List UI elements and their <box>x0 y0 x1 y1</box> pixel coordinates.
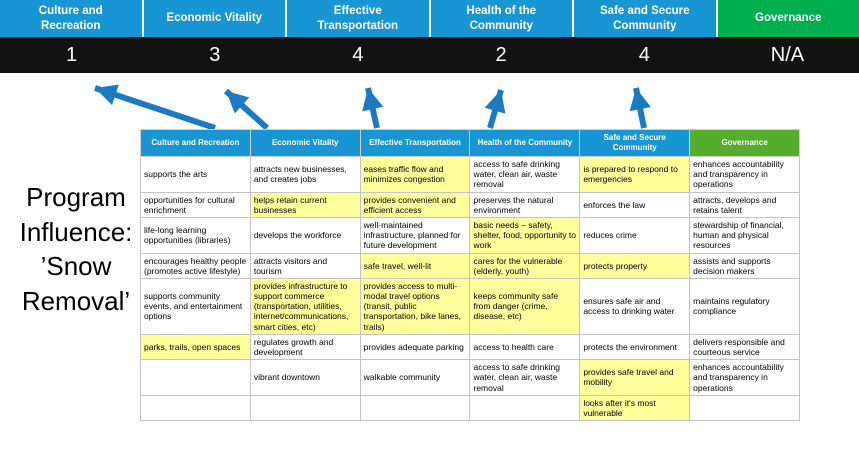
matrix-cell-r3-c3: well-maintained infrastructure, planned … <box>359 216 471 254</box>
matrix-row-7: vibrant downtown walkable community access… <box>140 359 800 396</box>
matrix-cell-r4-c5: protects property <box>579 252 691 279</box>
matrix-cell-r6-c6: delivers responsible and courteous servi… <box>689 333 800 361</box>
matrix-cell-r2-c1: opportunities for cultural enrichment <box>140 191 251 218</box>
influence-matrix: Culture and Recreation Economic Vitality E… <box>140 129 800 422</box>
matrix-body: supports the arts attracts new businesses… <box>140 156 800 422</box>
matrix-cell-r5-c5: ensures safe air and access to drinking … <box>579 277 691 335</box>
matrix-cell-r1-c1: supports the arts <box>140 156 251 193</box>
score-value-safe-and-secure-community: 4 <box>638 43 650 66</box>
matrix-row-2: opportunities for cultural enrichment hel… <box>140 191 800 218</box>
matrix-row-4: encourages healthy people (promotes acti… <box>140 252 800 279</box>
matrix-cell-r7-c2: vibrant downtown <box>249 359 361 396</box>
matrix-row-3: life-long learning opportunities (librar… <box>140 216 800 254</box>
matrix-cell-r1-c3: eases traffic flow and minimizes congest… <box>359 156 471 193</box>
matrix-cell-r6-c1: parks, trails, open spaces <box>140 333 251 361</box>
matrix-cell-r4-c3: safe travel, well-lit <box>359 252 471 279</box>
matrix-header-economic-vitality: Economic Vitality <box>249 129 361 157</box>
matrix-cell-r5-c3: provides access to multi-modal travel op… <box>359 277 471 335</box>
matrix-cell-r3-c4: basic needs – safety, shelter, food, opp… <box>469 216 581 254</box>
matrix-header-effective-transportation: Effective Transportation <box>359 129 471 157</box>
matrix-cell-r1-c2: attracts new businesses, and creates job… <box>249 156 361 193</box>
matrix-cell-r5-c1: supports community events, and entertain… <box>140 277 251 335</box>
matrix-header-health-of-the-community: Health of the Community <box>469 129 581 157</box>
matrix-cell-r8-c3 <box>359 394 471 422</box>
matrix-row-6: parks, trails, open spaces regulates grow… <box>140 333 800 361</box>
scoreboard-label-economic-vitality: Economic Vitality <box>143 0 285 37</box>
scoreboard-band: Culture and Recreation Economic Vitality E… <box>0 0 859 37</box>
matrix-cell-r3-c6: stewardship of financial, human and phys… <box>689 216 800 254</box>
scoreboard-label-safe-and-secure-community: Safe and Secure Community <box>574 0 716 37</box>
matrix-header-governance: Governance <box>689 129 800 157</box>
matrix-cell-r7-c1 <box>140 359 251 396</box>
matrix-cell-r7-c5: provides safe travel and mobility <box>579 359 691 396</box>
matrix-cell-r6-c2: regulates growth and development <box>249 333 361 361</box>
matrix-cell-r4-c6: assists and supports decision makers <box>689 252 800 279</box>
matrix-cell-r6-c5: protects the environment <box>579 333 691 361</box>
page-title: Program Influence: ’Snow Removal’ <box>19 182 133 316</box>
matrix-cell-r3-c2: develops the workforce <box>249 216 361 254</box>
matrix-cell-r8-c1 <box>140 394 251 422</box>
matrix-cell-r5-c2: provides infrastructure to support comme… <box>249 277 361 335</box>
scoreboard-label-culture-and-recreation: Culture and Recreation <box>0 0 142 37</box>
score-value-effective-transportation: 4 <box>352 43 364 66</box>
scoreboard-label-governance: Governance <box>717 0 859 37</box>
matrix-cell-r6-c4: access to health care <box>469 333 581 361</box>
score-value-economic-vitality: 3 <box>209 43 221 66</box>
arrow-up-icon-transportation <box>362 87 384 129</box>
matrix-cell-r2-c5: enforces the law <box>579 191 691 218</box>
scoreboard-label-health-of-the-community: Health of the Community <box>430 0 572 37</box>
score-band: 1 3 4 2 4 N/A <box>0 37 859 73</box>
score-value-culture-and-recreation: 1 <box>66 43 78 66</box>
matrix-cell-r2-c6: attracts, develops and retains talent <box>689 191 800 218</box>
matrix-cell-r1-c5: is prepared to respond to emergencies <box>579 156 691 193</box>
matrix-cell-r8-c2 <box>249 394 361 422</box>
matrix-cell-r2-c4: preserves the natural environment <box>469 191 581 218</box>
matrix-cell-r4-c4: cares for the vulnerable (elderly, youth… <box>469 252 581 279</box>
matrix-cell-r4-c1: encourages healthy people (promotes acti… <box>140 252 251 279</box>
matrix-cell-r1-c4: access to safe drinking water, clean air… <box>469 156 581 193</box>
matrix-cell-r5-c4: keeps community safe from danger (crime,… <box>469 277 581 335</box>
score-value-health-of-the-community: 2 <box>495 43 507 66</box>
scoreboard-label-effective-transportation: Effective Transportation <box>287 0 429 37</box>
matrix-cell-r2-c2: helps retain current businesses <box>249 191 361 218</box>
matrix-cell-r7-c3: walkable community <box>359 359 471 396</box>
matrix-cell-r6-c3: provides adequate parking <box>359 333 471 361</box>
matrix-cell-r7-c4: access to safe drinking water, clean air… <box>469 359 581 396</box>
arrow-up-icon-economic <box>223 88 270 131</box>
matrix-cell-r3-c1: life-long learning opportunities (librar… <box>140 216 251 254</box>
matrix-cell-r4-c2: attracts visitors and tourism <box>249 252 361 279</box>
matrix-header-safe-and-secure-community: Safe and Secure Community <box>579 129 691 157</box>
matrix-cell-r8-c4 <box>469 394 581 422</box>
matrix-cell-r7-c6: enhances accountability and transparency… <box>689 359 800 396</box>
matrix-cell-r8-c5: looks after it's most vulnerable <box>579 394 691 422</box>
matrix-cell-r5-c6: maintains regulatory compliance <box>689 277 800 335</box>
score-value-governance: N/A <box>770 43 805 66</box>
matrix-row-5: supports community events, and entertain… <box>140 277 800 335</box>
matrix-row-1: supports the arts attracts new businesses… <box>140 156 800 193</box>
matrix-row-8: looks after it's most vulnerable <box>140 394 800 422</box>
matrix-header-culture-and-recreation: Culture and Recreation <box>140 129 251 157</box>
arrow-up-icon-safe <box>629 87 651 129</box>
arrow-up-icon-health <box>484 89 506 129</box>
matrix-cell-r1-c6: enhances accountability and transparency… <box>689 156 800 193</box>
matrix-header-row: Culture and Recreation Economic Vitality E… <box>140 129 800 157</box>
arrow-up-icon-culture <box>94 84 216 131</box>
matrix-cell-r3-c5: reduces crime <box>579 216 691 254</box>
matrix-cell-r2-c3: provides convenient and efficient access <box>359 191 471 218</box>
matrix-cell-r8-c6 <box>689 394 800 422</box>
